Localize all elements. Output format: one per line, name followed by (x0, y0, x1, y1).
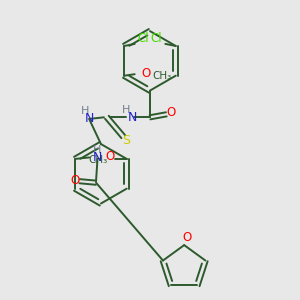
Text: O: O (142, 67, 151, 80)
Text: N: N (84, 112, 94, 125)
Text: CH₃: CH₃ (88, 155, 107, 165)
Text: CH₃: CH₃ (152, 71, 172, 81)
Text: H: H (80, 106, 89, 116)
Text: O: O (182, 231, 192, 244)
Text: N: N (93, 151, 102, 164)
Text: O: O (105, 150, 114, 163)
Text: H: H (92, 145, 101, 155)
Text: Cl: Cl (138, 32, 149, 45)
Text: N: N (128, 111, 137, 124)
Text: Cl: Cl (151, 32, 162, 45)
Text: O: O (70, 174, 80, 187)
Text: H: H (122, 105, 130, 115)
Text: O: O (166, 106, 176, 119)
Text: S: S (122, 134, 130, 147)
